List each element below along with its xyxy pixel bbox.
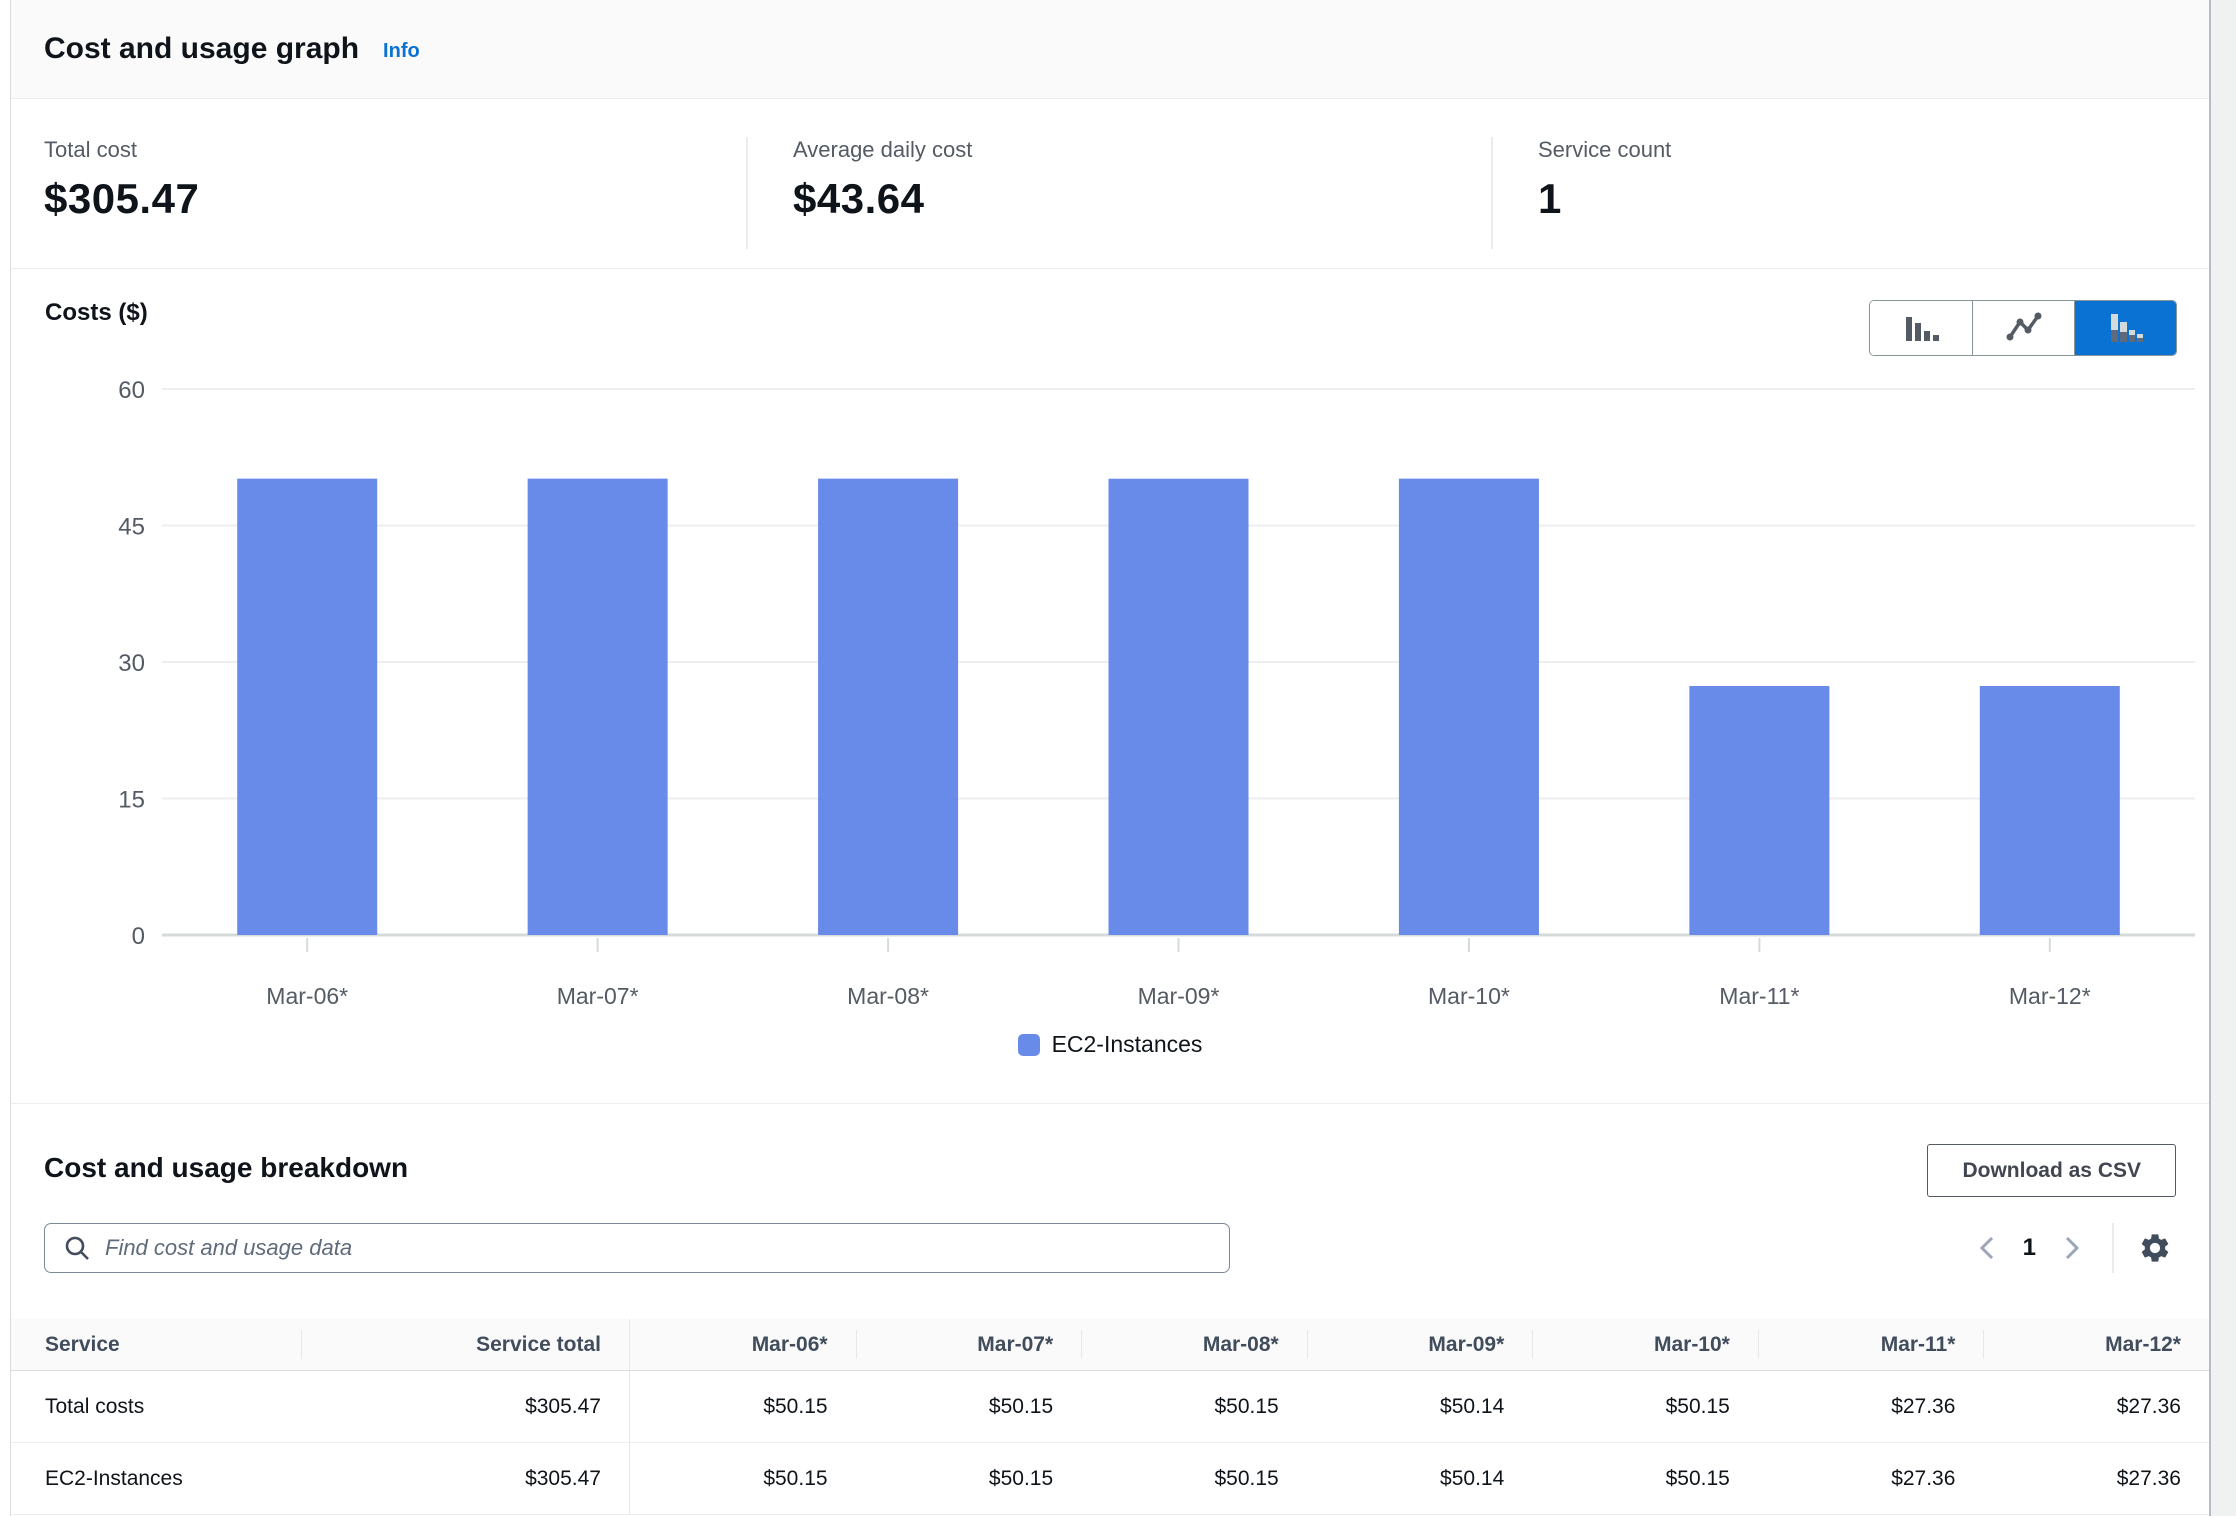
column-header: Service total (301, 1319, 630, 1370)
x-axis-tick-label: Mar-07* (557, 983, 639, 1009)
table-cell: $27.36 (2116, 1466, 2181, 1490)
gear-icon (2141, 1234, 2169, 1262)
column-header: Service (45, 1332, 120, 1356)
line-chart-icon (2006, 312, 2041, 341)
page-background-strip (2209, 0, 2236, 1516)
table-cell: $50.15 (1665, 1394, 1730, 1418)
table-cell: $50.15 (763, 1394, 828, 1418)
y-axis-tick-label: 60 (118, 377, 145, 404)
chart-bar[interactable] (1398, 478, 1539, 935)
table-cell: Total costs (45, 1394, 145, 1418)
x-axis-tick-label: Mar-06* (266, 983, 348, 1009)
chevron-right-icon (2065, 1236, 2080, 1260)
stat-service-count: Service count 1 (1491, 137, 2176, 249)
table-cell: $305.47 (301, 1443, 630, 1514)
widget-header: Cost and usage graph Info (11, 0, 2209, 99)
divider (2112, 1223, 2114, 1273)
stat-label: Total cost (44, 137, 137, 162)
stat-label: Service count (1538, 137, 1672, 162)
legend-label: EC2-Instances (1051, 1031, 1203, 1057)
table-body: Total costs $305.47 $50.15 $50.15 $50.15 $50.… (11, 1371, 2209, 1515)
column-header: Mar-09* (1306, 1319, 1533, 1370)
x-axis-tick-label: Mar-09* (1138, 983, 1220, 1009)
table-cell: $50.15 (1665, 1466, 1730, 1490)
table-cell: $50.15 (763, 1466, 828, 1490)
chart-bar[interactable] (527, 478, 668, 935)
column-header: Mar-07* (855, 1319, 1082, 1370)
column-header: Mar-11* (1757, 1319, 1984, 1370)
table-row: EC2-Instances $305.47 $50.15 $50.15 $50.15 $5… (11, 1443, 2209, 1515)
table-cell: $50.15 (988, 1394, 1054, 1418)
table-cell: $27.36 (2116, 1394, 2181, 1418)
chart-section: Costs ($) (11, 269, 2209, 1104)
y-axis-tick-label: 45 (118, 514, 145, 541)
table-cell: $50.15 (1214, 1394, 1279, 1418)
stat-value: 1 (1538, 175, 1562, 222)
info-link[interactable]: Info (383, 40, 420, 62)
legend-item[interactable]: EC2-Instances (1017, 1031, 1203, 1058)
x-axis-tick-label: Mar-11* (1719, 983, 1799, 1009)
column-header: Mar-12* (1983, 1319, 2209, 1370)
table-cell: $305.47 (301, 1371, 630, 1442)
x-axis-tick-label: Mar-10* (1428, 983, 1510, 1009)
page-title: Cost and usage graph (44, 32, 360, 65)
search-input[interactable] (44, 1223, 1230, 1273)
chart-axis-title: Costs ($) (45, 299, 148, 326)
stats-row: Total cost $305.47 Average daily cost $4… (11, 99, 2209, 269)
table-row: Total costs $305.47 $50.15 $50.15 $50.15 $50.… (11, 1371, 2209, 1443)
x-axis-tick-label: Mar-08* (847, 983, 929, 1009)
table-preferences-button[interactable] (2134, 1227, 2176, 1269)
cost-bar-chart: 0 15 30 45 60 Mar-06* Mar-07* Mar-08* Mar-09* Mar… (118, 377, 2195, 1009)
chart-type-toggle (1869, 300, 2177, 356)
download-as-csv-button[interactable]: Download as CSV (1927, 1144, 2176, 1197)
table-cell: $27.36 (1891, 1466, 1956, 1490)
x-axis-tick-label: Mar-12* (2009, 983, 2091, 1009)
breakdown-table: Service Service total Mar-06* Mar-07* Mar-08… (11, 1319, 2209, 1515)
breakdown-section: Cost and usage breakdown Download as CSV… (11, 1104, 2209, 1515)
previous-page-button[interactable] (1967, 1225, 2007, 1271)
chart-bar[interactable] (818, 478, 959, 935)
column-header: Mar-06* (751, 1332, 828, 1356)
cost-and-usage-card: Cost and usage graph Info Total cost $30… (10, 0, 2209, 1516)
legend-swatch-icon (1017, 1033, 1040, 1056)
search-box (44, 1223, 1230, 1273)
y-axis-tick-label: 15 (118, 787, 145, 814)
chart-legend: EC2-Instances (11, 1031, 2209, 1058)
column-header: Mar-08* (1081, 1319, 1307, 1370)
current-page: 1 (2022, 1234, 2036, 1261)
y-axis-tick-label: 30 (118, 650, 145, 677)
table-cell: $50.15 (988, 1466, 1054, 1490)
line-chart-toggle-button[interactable] (1972, 301, 2074, 355)
table-cell: EC2-Instances (45, 1466, 183, 1490)
chart-bar[interactable] (1979, 686, 2120, 935)
breakdown-title: Cost and usage breakdown (44, 1152, 409, 1183)
chart-bar[interactable] (1108, 478, 1249, 935)
chevron-left-icon (1979, 1236, 1993, 1260)
stat-average-daily-cost: Average daily cost $43.64 (746, 137, 1491, 249)
table-header-row: Service Service total Mar-06* Mar-07* Mar-08… (11, 1319, 2209, 1371)
stat-value: $43.64 (793, 175, 925, 222)
pagination: 1 (1967, 1223, 2176, 1273)
table-cell: $50.14 (1440, 1394, 1505, 1418)
stacked-bar-chart-icon (2110, 314, 2143, 342)
next-page-button[interactable] (2052, 1225, 2092, 1271)
stacked-bar-chart-toggle-button[interactable] (2074, 301, 2176, 355)
bar-chart-icon (1906, 317, 1939, 341)
table-cell: $50.15 (1214, 1466, 1279, 1490)
table-cell: $50.14 (1440, 1466, 1505, 1490)
chart-bar[interactable] (1689, 686, 1830, 935)
stat-total-cost: Total cost $305.47 (44, 137, 746, 249)
column-header: Mar-10* (1532, 1319, 1758, 1370)
bar-chart-toggle-button[interactable] (1870, 301, 1972, 355)
stat-value: $305.47 (44, 175, 200, 222)
chart-bar[interactable] (237, 478, 378, 935)
table-cell: $27.36 (1891, 1394, 1956, 1418)
stat-label: Average daily cost (793, 137, 973, 162)
y-axis-tick-label: 0 (132, 923, 145, 950)
